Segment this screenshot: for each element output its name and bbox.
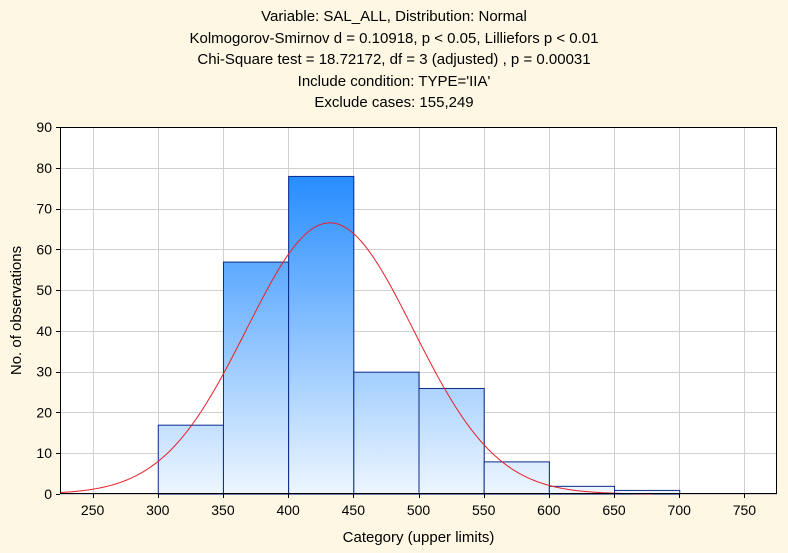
histogram-bar bbox=[288, 175, 355, 495]
y-tick-label: 40 bbox=[36, 323, 52, 339]
x-tick-label: 550 bbox=[472, 502, 496, 518]
chart-title-block: Variable: SAL_ALL, Distribution: Normal … bbox=[0, 6, 788, 114]
x-tick-label: 250 bbox=[81, 502, 105, 518]
y-tick-label: 0 bbox=[44, 486, 52, 502]
histogram-bar bbox=[157, 424, 224, 495]
y-tick-label: 20 bbox=[36, 404, 52, 420]
x-axis-label: Category (upper limits) bbox=[343, 529, 495, 546]
histogram-bar bbox=[483, 461, 550, 495]
y-tick-label: 70 bbox=[36, 201, 52, 217]
x-tick-label: 350 bbox=[211, 502, 235, 518]
plot-border bbox=[60, 127, 777, 494]
chart-title-line-5: Exclude cases: 155,249 bbox=[314, 94, 474, 111]
x-tick-label: 700 bbox=[668, 502, 692, 518]
y-axis-ticks: 0 10 20 30 40 50 60 70 80 90 bbox=[36, 119, 60, 502]
histogram-bar bbox=[222, 261, 290, 495]
chart-title-line-4: Include condition: TYPE='IIA' bbox=[297, 72, 491, 90]
x-tick-label: 400 bbox=[276, 502, 300, 518]
y-axis-label: No. of observations bbox=[8, 246, 25, 375]
x-axis-ticks: 250 300 350 400 450 500 550 600 650 700 750 bbox=[81, 494, 756, 518]
histogram-bar bbox=[353, 371, 420, 495]
x-tick-label: 300 bbox=[146, 502, 170, 518]
histogram-bar bbox=[418, 387, 485, 495]
x-tick-label: 650 bbox=[602, 502, 626, 518]
y-tick-label: 10 bbox=[36, 445, 52, 461]
chart-title-line-2: Kolmogorov-Smirnov d = 0.10918, p < 0.05… bbox=[189, 29, 599, 47]
x-tick-label: 600 bbox=[537, 502, 561, 518]
x-tick-label: 500 bbox=[407, 502, 431, 518]
chart-title-line-3: Chi-Square test = 18.72172, df = 3 (adju… bbox=[197, 51, 591, 68]
y-tick-label: 80 bbox=[36, 160, 52, 176]
y-tick-label: 30 bbox=[36, 364, 52, 380]
y-tick-label: 60 bbox=[36, 241, 52, 257]
y-tick-label: 90 bbox=[36, 119, 52, 135]
x-tick-label: 750 bbox=[733, 502, 757, 518]
chart-title-line-1: Variable: SAL_ALL, Distribution: Normal bbox=[261, 8, 527, 25]
y-tick-label: 50 bbox=[36, 282, 52, 298]
histogram-bars bbox=[157, 175, 681, 495]
x-tick-label: 450 bbox=[342, 502, 366, 518]
normal-curve bbox=[59, 222, 652, 495]
